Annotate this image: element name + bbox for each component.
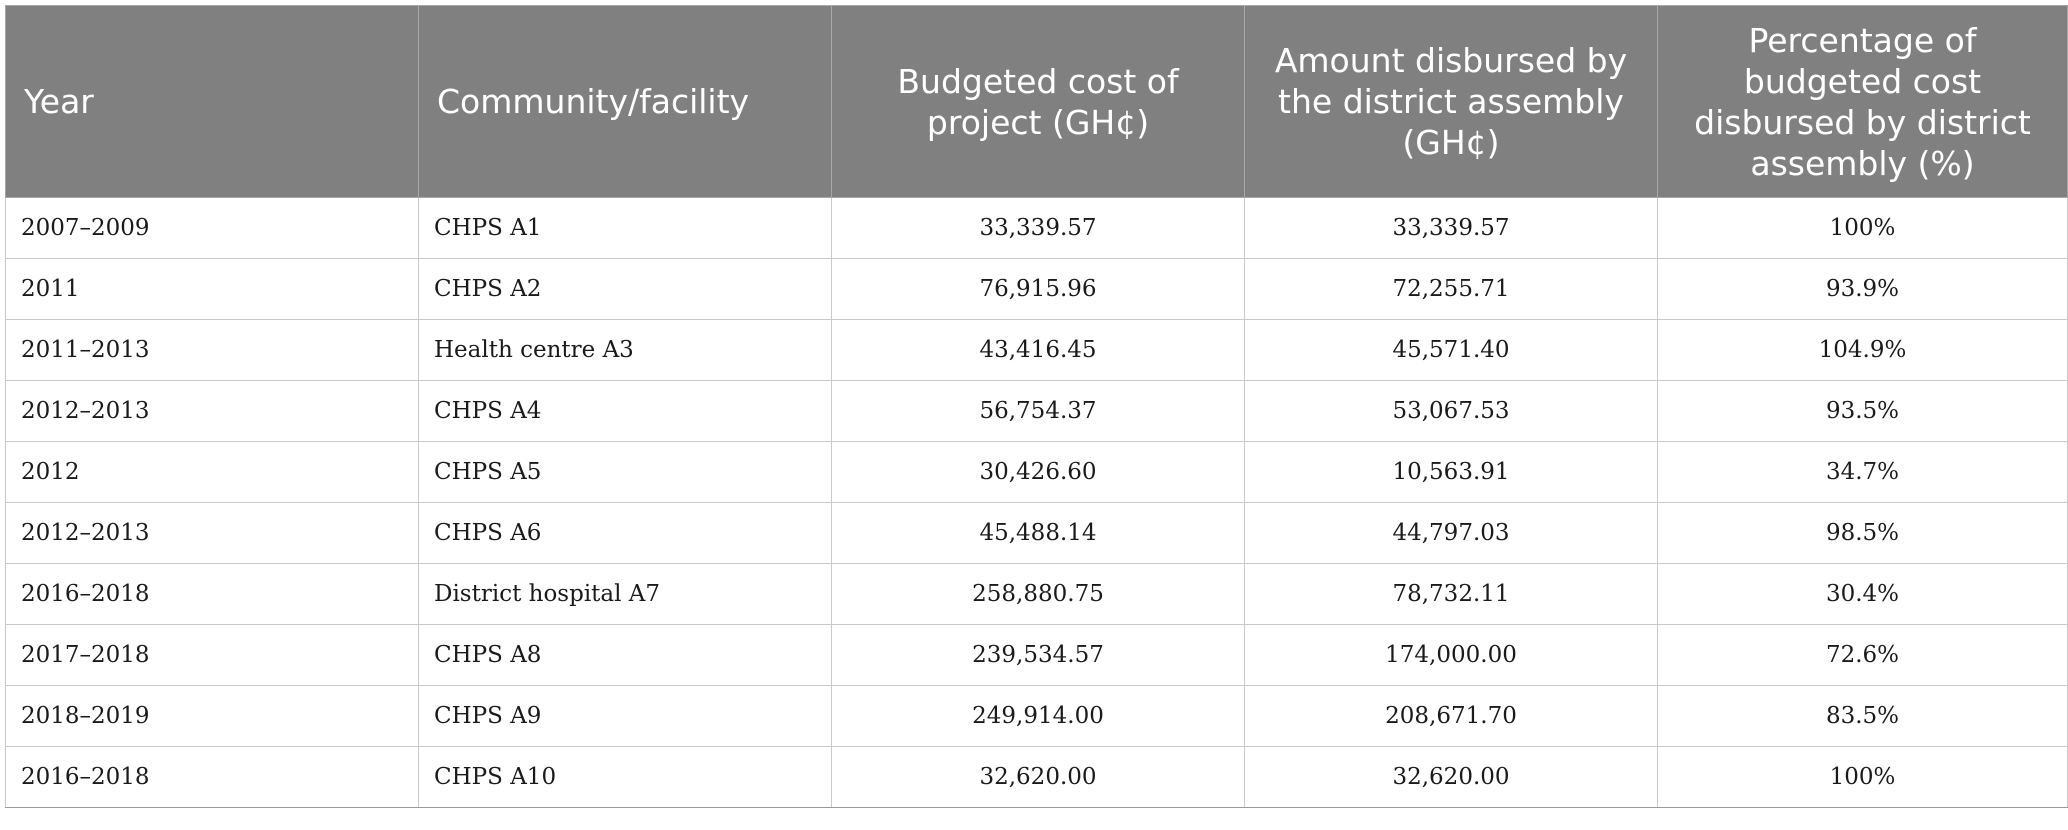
- table-header: Year Community/facility Budgeted cost of…: [5, 5, 2068, 198]
- cell-facility: CHPS A9: [418, 685, 832, 747]
- cell-facility: CHPS A8: [418, 624, 832, 686]
- cell-percentage: 104.9%: [1657, 319, 2068, 381]
- cell-facility: CHPS A5: [418, 441, 832, 503]
- table-row: 2007–2009 CHPS A1 33,339.57 33,339.57 10…: [5, 197, 2068, 259]
- cell-year: 2012–2013: [5, 502, 419, 564]
- cell-amount-disbursed: 208,671.70: [1244, 685, 1658, 747]
- table-row: 2011 CHPS A2 76,915.96 72,255.71 93.9%: [5, 258, 2068, 320]
- table-row: 2016–2018 District hospital A7 258,880.7…: [5, 563, 2068, 625]
- cell-percentage: 98.5%: [1657, 502, 2068, 564]
- cell-percentage: 83.5%: [1657, 685, 2068, 747]
- table-row: 2018–2019 CHPS A9 249,914.00 208,671.70 …: [5, 685, 2068, 747]
- cell-year: 2017–2018: [5, 624, 419, 686]
- cell-percentage: 30.4%: [1657, 563, 2068, 625]
- cell-amount-disbursed: 44,797.03: [1244, 502, 1658, 564]
- table-row: 2012 CHPS A5 30,426.60 10,563.91 34.7%: [5, 441, 2068, 503]
- cell-facility: CHPS A1: [418, 197, 832, 259]
- cell-percentage: 34.7%: [1657, 441, 2068, 503]
- cell-budgeted-cost: 32,620.00: [831, 746, 1245, 808]
- cell-budgeted-cost: 43,416.45: [831, 319, 1245, 381]
- cell-year: 2012–2013: [5, 380, 419, 442]
- header-amount-disbursed: Amount disbursed by the district assembl…: [1244, 5, 1658, 198]
- cell-amount-disbursed: 174,000.00: [1244, 624, 1658, 686]
- cell-facility: CHPS A10: [418, 746, 832, 808]
- cell-percentage: 72.6%: [1657, 624, 2068, 686]
- header-community-facility: Community/facility: [418, 5, 832, 198]
- cell-amount-disbursed: 53,067.53: [1244, 380, 1658, 442]
- cell-amount-disbursed: 72,255.71: [1244, 258, 1658, 320]
- cell-year: 2012: [5, 441, 419, 503]
- cell-year: 2007–2009: [5, 197, 419, 259]
- cell-amount-disbursed: 78,732.11: [1244, 563, 1658, 625]
- header-budgeted-cost: Budgeted cost of project (GH¢): [831, 5, 1245, 198]
- cell-percentage: 93.9%: [1657, 258, 2068, 320]
- cell-amount-disbursed: 32,620.00: [1244, 746, 1658, 808]
- table-row: 2012–2013 CHPS A4 56,754.37 53,067.53 93…: [5, 380, 2068, 442]
- cell-budgeted-cost: 249,914.00: [831, 685, 1245, 747]
- cell-budgeted-cost: 30,426.60: [831, 441, 1245, 503]
- header-year: Year: [5, 5, 419, 198]
- cell-year: 2016–2018: [5, 563, 419, 625]
- cell-facility: CHPS A6: [418, 502, 832, 564]
- cell-budgeted-cost: 33,339.57: [831, 197, 1245, 259]
- cell-year: 2011–2013: [5, 319, 419, 381]
- cell-budgeted-cost: 76,915.96: [831, 258, 1245, 320]
- cell-year: 2016–2018: [5, 746, 419, 808]
- budget-disbursement-table-container: Year Community/facility Budgeted cost of…: [5, 5, 2068, 808]
- cell-amount-disbursed: 33,339.57: [1244, 197, 1658, 259]
- table-row: 2012–2013 CHPS A6 45,488.14 44,797.03 98…: [5, 502, 2068, 564]
- cell-year: 2018–2019: [5, 685, 419, 747]
- cell-amount-disbursed: 45,571.40: [1244, 319, 1658, 381]
- cell-percentage: 93.5%: [1657, 380, 2068, 442]
- header-percentage-disbursed: Percentage of budgeted cost disbursed by…: [1657, 5, 2068, 198]
- cell-year: 2011: [5, 258, 419, 320]
- cell-amount-disbursed: 10,563.91: [1244, 441, 1658, 503]
- header-row: Year Community/facility Budgeted cost of…: [5, 5, 2068, 198]
- cell-budgeted-cost: 56,754.37: [831, 380, 1245, 442]
- cell-facility: District hospital A7: [418, 563, 832, 625]
- table-row: 2016–2018 CHPS A10 32,620.00 32,620.00 1…: [5, 746, 2068, 808]
- cell-budgeted-cost: 258,880.75: [831, 563, 1245, 625]
- cell-percentage: 100%: [1657, 746, 2068, 808]
- table-body: 2007–2009 CHPS A1 33,339.57 33,339.57 10…: [5, 197, 2068, 808]
- cell-budgeted-cost: 239,534.57: [831, 624, 1245, 686]
- cell-facility: Health centre A3: [418, 319, 832, 381]
- cell-budgeted-cost: 45,488.14: [831, 502, 1245, 564]
- table-row: 2011–2013 Health centre A3 43,416.45 45,…: [5, 319, 2068, 381]
- cell-facility: CHPS A4: [418, 380, 832, 442]
- cell-percentage: 100%: [1657, 197, 2068, 259]
- budget-disbursement-table: Year Community/facility Budgeted cost of…: [5, 5, 2068, 808]
- table-row: 2017–2018 CHPS A8 239,534.57 174,000.00 …: [5, 624, 2068, 686]
- cell-facility: CHPS A2: [418, 258, 832, 320]
